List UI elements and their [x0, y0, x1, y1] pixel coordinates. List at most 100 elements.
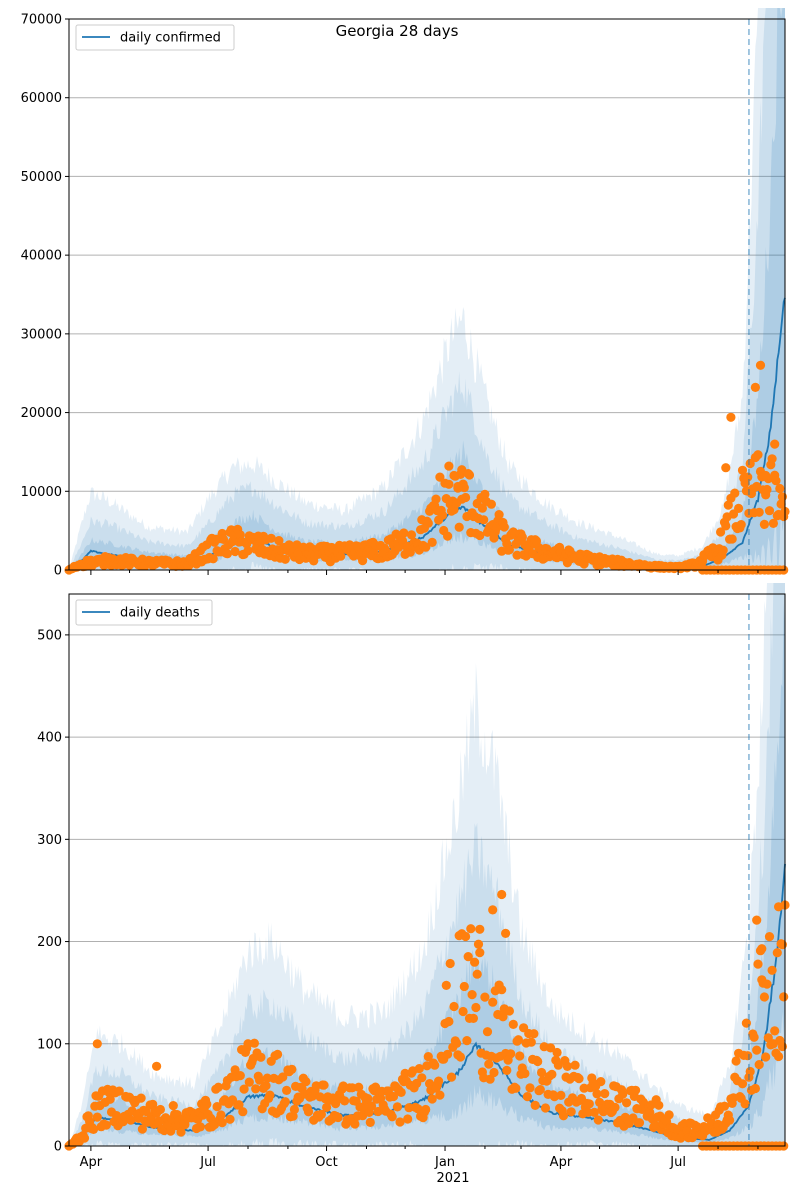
observed-point	[553, 1060, 564, 1070]
observed-point	[533, 1056, 543, 1067]
observed-point	[453, 483, 463, 493]
observed-point	[441, 980, 451, 991]
observed-point	[600, 1089, 610, 1099]
observed-point	[525, 1083, 535, 1093]
observed-point	[489, 1067, 499, 1078]
observed-point	[737, 465, 748, 475]
observed-point	[434, 1076, 444, 1086]
observed-point	[719, 1101, 730, 1111]
observed-point	[592, 1089, 602, 1099]
confirmed-legend: daily confirmed	[75, 24, 235, 51]
observed-point	[322, 1102, 332, 1112]
observed-point	[287, 1064, 297, 1074]
observed-point	[522, 1092, 533, 1102]
observed-point	[767, 454, 777, 464]
confirmed-y-axis: 0 10000 20000 30000 40000 50000 60000 70000	[21, 13, 69, 579]
deaths-y-axis: 0 100 200 300 400 500	[37, 628, 69, 1155]
observed-point	[480, 489, 490, 499]
observed-point	[774, 902, 784, 912]
observed-point	[618, 1089, 628, 1099]
observed-point	[485, 1074, 495, 1084]
observed-point	[430, 1060, 440, 1070]
observed-point	[114, 1086, 124, 1096]
observed-point	[771, 476, 781, 486]
observed-point	[176, 1127, 186, 1137]
observed-point	[255, 1075, 265, 1085]
observed-point	[435, 1090, 445, 1100]
observed-point	[282, 1085, 292, 1095]
observed-point	[239, 1084, 249, 1094]
observed-point	[454, 522, 464, 532]
observed-point	[537, 1067, 547, 1078]
observed-point	[764, 932, 775, 942]
y-tick-label: 100	[37, 1037, 62, 1052]
observed-point	[212, 1102, 222, 1112]
observed-point	[497, 985, 507, 995]
observed-point	[515, 1051, 525, 1061]
observed-point	[208, 554, 218, 564]
observed-point	[482, 1027, 493, 1037]
observed-point	[423, 518, 433, 528]
observed-point	[256, 1052, 266, 1062]
observed-point	[92, 1112, 102, 1122]
observed-point	[529, 1029, 539, 1039]
observed-point	[745, 458, 755, 469]
y-tick-label: 40000	[21, 249, 62, 264]
observed-point	[589, 1107, 600, 1117]
y-tick-label: 300	[37, 833, 62, 848]
y-tick-label: 70000	[21, 13, 62, 28]
x-tick-label: Jul	[199, 1155, 216, 1170]
observed-point	[664, 1110, 674, 1120]
observed-point	[278, 1072, 288, 1082]
confirmed-plot-frame	[68, 18, 786, 571]
observed-point	[238, 1107, 248, 1117]
observed-point	[455, 1052, 466, 1062]
observed-point	[445, 958, 455, 969]
observed-point	[444, 461, 454, 471]
observed-point	[403, 1114, 413, 1124]
observed-point	[750, 1083, 761, 1094]
observed-point	[497, 889, 507, 900]
observed-point	[216, 1110, 226, 1120]
observed-point	[235, 1071, 245, 1081]
observed-point	[535, 1085, 545, 1095]
observed-point	[262, 1073, 272, 1083]
observed-point	[504, 1006, 514, 1016]
observed-point	[475, 948, 485, 958]
y-tick-label: 30000	[21, 327, 62, 342]
observed-point	[745, 1066, 755, 1077]
observed-point	[584, 1099, 594, 1109]
observed-point	[468, 1013, 478, 1024]
observed-point	[770, 1026, 780, 1036]
y-tick-label: 0	[54, 1140, 62, 1155]
observed-point	[399, 528, 409, 538]
x-tick-label: Jan	[434, 1155, 455, 1170]
observed-point	[301, 1077, 311, 1087]
observed-point	[530, 1100, 540, 1110]
observed-point	[752, 915, 762, 925]
observed-point	[506, 1049, 516, 1059]
observed-point	[316, 1109, 326, 1119]
observed-point	[261, 1081, 271, 1091]
observed-point	[753, 959, 763, 969]
observed-point	[251, 1084, 261, 1094]
uncertainty-band-band95	[69, 8, 785, 570]
observed-point	[168, 1101, 178, 1111]
observed-point	[743, 472, 753, 482]
observed-point	[734, 503, 744, 513]
observed-point	[443, 531, 453, 541]
observed-point	[105, 1094, 115, 1104]
observed-point	[452, 1038, 462, 1048]
observed-point	[768, 518, 779, 529]
observed-point	[777, 492, 788, 502]
observed-point	[759, 519, 770, 530]
observed-point	[137, 1124, 147, 1134]
observed-point	[540, 1103, 551, 1113]
observed-point	[654, 1100, 664, 1110]
observed-point	[566, 1107, 576, 1117]
observed-point	[230, 546, 240, 557]
confirmed-grid	[69, 18, 785, 571]
observed-point	[774, 1051, 784, 1062]
observed-point	[484, 1059, 494, 1069]
